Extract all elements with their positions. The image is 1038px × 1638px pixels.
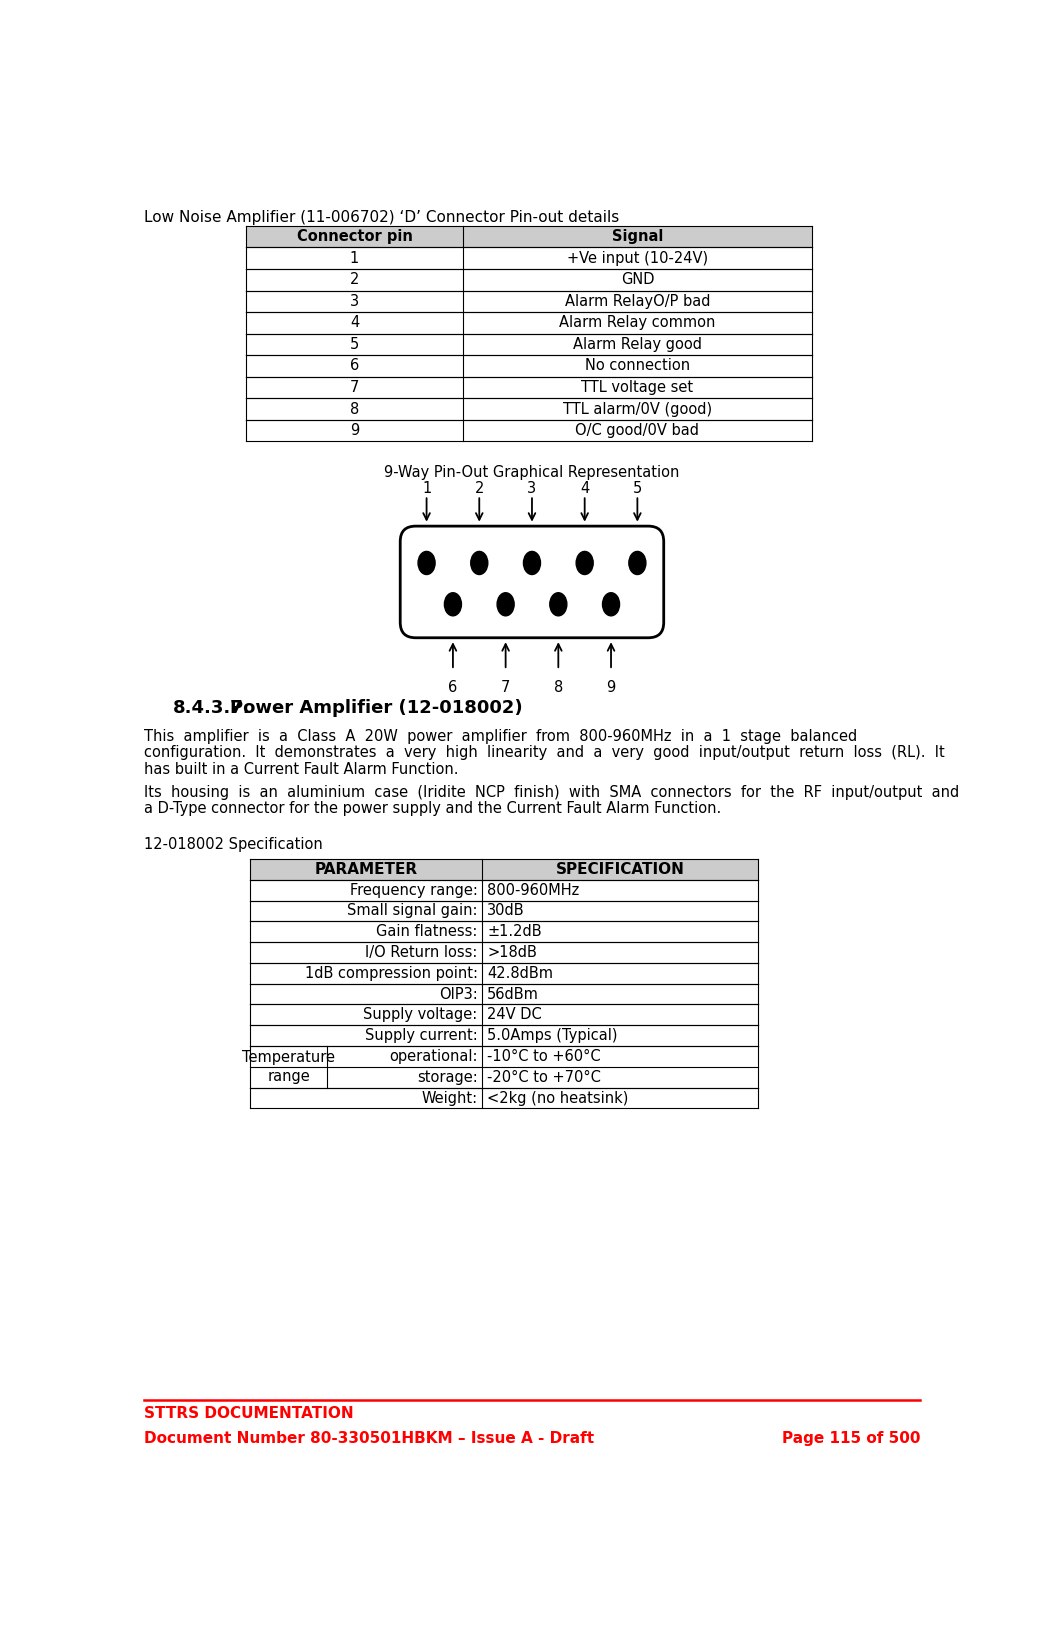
Text: 9: 9	[350, 423, 359, 437]
Text: Supply voltage:: Supply voltage:	[363, 1007, 477, 1022]
Bar	[246, 269, 812, 290]
Text: 42.8dBm: 42.8dBm	[487, 966, 553, 981]
Text: 1: 1	[350, 251, 359, 265]
Text: configuration.  It  demonstrates  a  very  high  linearity  and  a  very  good  : configuration. It demonstrates a very hi…	[143, 745, 945, 760]
Text: Alarm Relay good: Alarm Relay good	[573, 337, 702, 352]
Bar	[250, 901, 758, 921]
Text: 1: 1	[422, 482, 431, 496]
Text: Frequency range:: Frequency range:	[350, 883, 477, 898]
Text: Alarm Relay common: Alarm Relay common	[559, 316, 715, 331]
Text: Signal: Signal	[611, 229, 663, 244]
Bar	[250, 984, 758, 1004]
Bar	[246, 398, 812, 419]
Text: Page 115 of 500: Page 115 of 500	[782, 1432, 921, 1446]
Text: No connection: No connection	[584, 359, 690, 373]
Bar	[250, 880, 758, 901]
Text: 2: 2	[350, 272, 359, 287]
Text: <2kg (no heatsink): <2kg (no heatsink)	[487, 1091, 628, 1106]
Text: TTL alarm/0V (good): TTL alarm/0V (good)	[563, 401, 712, 416]
Text: STTRS DOCUMENTATION: STTRS DOCUMENTATION	[143, 1407, 353, 1422]
Text: 800-960MHz: 800-960MHz	[487, 883, 579, 898]
Text: 3: 3	[527, 482, 537, 496]
Text: 5.0Amps (Typical): 5.0Amps (Typical)	[487, 1029, 618, 1043]
Ellipse shape	[418, 552, 435, 575]
Text: 5: 5	[633, 482, 641, 496]
Text: ±1.2dB: ±1.2dB	[487, 924, 542, 939]
Text: This  amplifier  is  a  Class  A  20W  power  amplifier  from  800-960MHz  in  a: This amplifier is a Class A 20W power am…	[143, 729, 857, 744]
Ellipse shape	[523, 552, 541, 575]
Text: Small signal gain:: Small signal gain:	[348, 904, 477, 919]
Text: 12-018002 Specification: 12-018002 Specification	[143, 837, 323, 852]
Text: 4: 4	[350, 316, 359, 331]
Text: 9: 9	[606, 680, 616, 695]
Text: SPECIFICATION: SPECIFICATION	[555, 862, 684, 876]
Text: GND: GND	[621, 272, 654, 287]
Text: 3: 3	[350, 293, 359, 310]
Text: has built in a Current Fault Alarm Function.: has built in a Current Fault Alarm Funct…	[143, 762, 458, 776]
Text: 8.4.3.7.: 8.4.3.7.	[172, 699, 250, 717]
Text: 24V DC: 24V DC	[487, 1007, 542, 1022]
FancyBboxPatch shape	[401, 526, 663, 637]
Text: Gain flatness:: Gain flatness:	[377, 924, 477, 939]
Bar	[250, 963, 758, 984]
Text: I/O Return loss:: I/O Return loss:	[365, 945, 477, 960]
Text: 8: 8	[553, 680, 563, 695]
Bar	[250, 942, 758, 963]
Text: Power Amplifier (12-018002): Power Amplifier (12-018002)	[230, 699, 523, 717]
Bar	[246, 226, 812, 247]
Text: 2: 2	[474, 482, 484, 496]
Ellipse shape	[602, 593, 620, 616]
Text: 1dB compression point:: 1dB compression point:	[305, 966, 477, 981]
Ellipse shape	[444, 593, 462, 616]
Text: 30dB: 30dB	[487, 904, 524, 919]
Bar	[246, 419, 812, 441]
Text: Document Number 80-330501HBKM – Issue A - Draft: Document Number 80-330501HBKM – Issue A …	[143, 1432, 594, 1446]
Text: TTL voltage set: TTL voltage set	[581, 380, 693, 395]
Text: Temperature
range: Temperature range	[242, 1050, 335, 1084]
Ellipse shape	[629, 552, 646, 575]
Text: 6: 6	[448, 680, 458, 695]
Ellipse shape	[550, 593, 567, 616]
Text: 8: 8	[350, 401, 359, 416]
Text: 5: 5	[350, 337, 359, 352]
Text: O/C good/0V bad: O/C good/0V bad	[575, 423, 700, 437]
Text: 7: 7	[501, 680, 511, 695]
Bar	[250, 1088, 758, 1109]
Text: -10°C to +60°C: -10°C to +60°C	[487, 1048, 601, 1065]
Bar	[250, 1004, 758, 1025]
Text: 56dBm: 56dBm	[487, 986, 539, 1001]
Text: >18dB: >18dB	[487, 945, 537, 960]
Text: Alarm RelayO/P bad: Alarm RelayO/P bad	[565, 293, 710, 310]
Text: Weight:: Weight:	[421, 1091, 477, 1106]
Ellipse shape	[471, 552, 488, 575]
Text: a D-Type connector for the power supply and the Current Fault Alarm Function.: a D-Type connector for the power supply …	[143, 801, 721, 816]
Bar	[246, 355, 812, 377]
Bar	[246, 313, 812, 334]
Text: 7: 7	[350, 380, 359, 395]
Text: Connector pin: Connector pin	[297, 229, 412, 244]
Bar	[246, 290, 812, 313]
Text: operational:: operational:	[389, 1048, 477, 1065]
Bar	[246, 377, 812, 398]
Text: Low Noise Amplifier (11-006702) ‘D’ Connector Pin-out details: Low Noise Amplifier (11-006702) ‘D’ Conn…	[143, 210, 619, 226]
Bar	[250, 1025, 758, 1047]
Bar	[250, 858, 758, 880]
Text: OIP3:: OIP3:	[439, 986, 477, 1001]
Text: PARAMETER: PARAMETER	[315, 862, 417, 876]
Text: -20°C to +70°C: -20°C to +70°C	[487, 1070, 601, 1084]
Text: 6: 6	[350, 359, 359, 373]
Text: Its  housing  is  an  aluminium  case  (Iridite  NCP  finish)  with  SMA  connec: Its housing is an aluminium case (Iridit…	[143, 785, 959, 799]
Text: +Ve input (10-24V): +Ve input (10-24V)	[567, 251, 708, 265]
Text: Supply current:: Supply current:	[365, 1029, 477, 1043]
Text: 9-Way Pin-Out Graphical Representation: 9-Way Pin-Out Graphical Representation	[384, 465, 680, 480]
Text: storage:: storage:	[417, 1070, 477, 1084]
Ellipse shape	[497, 593, 514, 616]
Text: 4: 4	[580, 482, 590, 496]
Bar	[246, 334, 812, 355]
Bar	[246, 247, 812, 269]
Ellipse shape	[576, 552, 593, 575]
Bar	[250, 921, 758, 942]
